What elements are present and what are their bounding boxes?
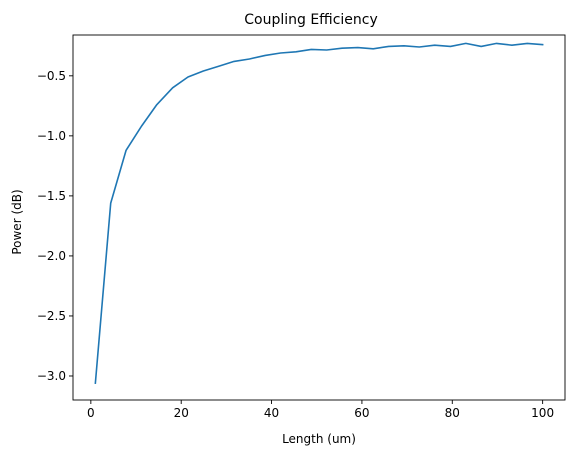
y-tick-label: −3.0: [37, 369, 66, 383]
axes-layer: 0 20 40 60 80 100 −3.0 −2.5 −2.0 −1.5 −1.0 −0.5: [37, 34, 566, 420]
y-tick-label: −0.5: [37, 69, 66, 83]
plot-layer: [94, 42, 544, 385]
x-tick-label: 40: [264, 406, 279, 420]
y-tick-label: −1.5: [37, 189, 66, 203]
x-tick-label: 100: [531, 406, 554, 420]
axes-frame: [72, 34, 566, 401]
x-tick-label: 60: [354, 406, 369, 420]
y-axis-label: Power (dB): [10, 189, 24, 254]
chart-title: Coupling Efficiency: [244, 12, 378, 28]
x-axis-label: Length (um): [282, 432, 356, 446]
series-line-0: [94, 42, 544, 385]
x-tick-label: 80: [445, 406, 460, 420]
y-tick-label: −2.5: [37, 309, 66, 323]
x-tick-label: 20: [174, 406, 189, 420]
x-tick-label: 0: [87, 406, 95, 420]
y-tick-label: −2.0: [37, 249, 66, 263]
y-tick-label: −1.0: [37, 129, 66, 143]
